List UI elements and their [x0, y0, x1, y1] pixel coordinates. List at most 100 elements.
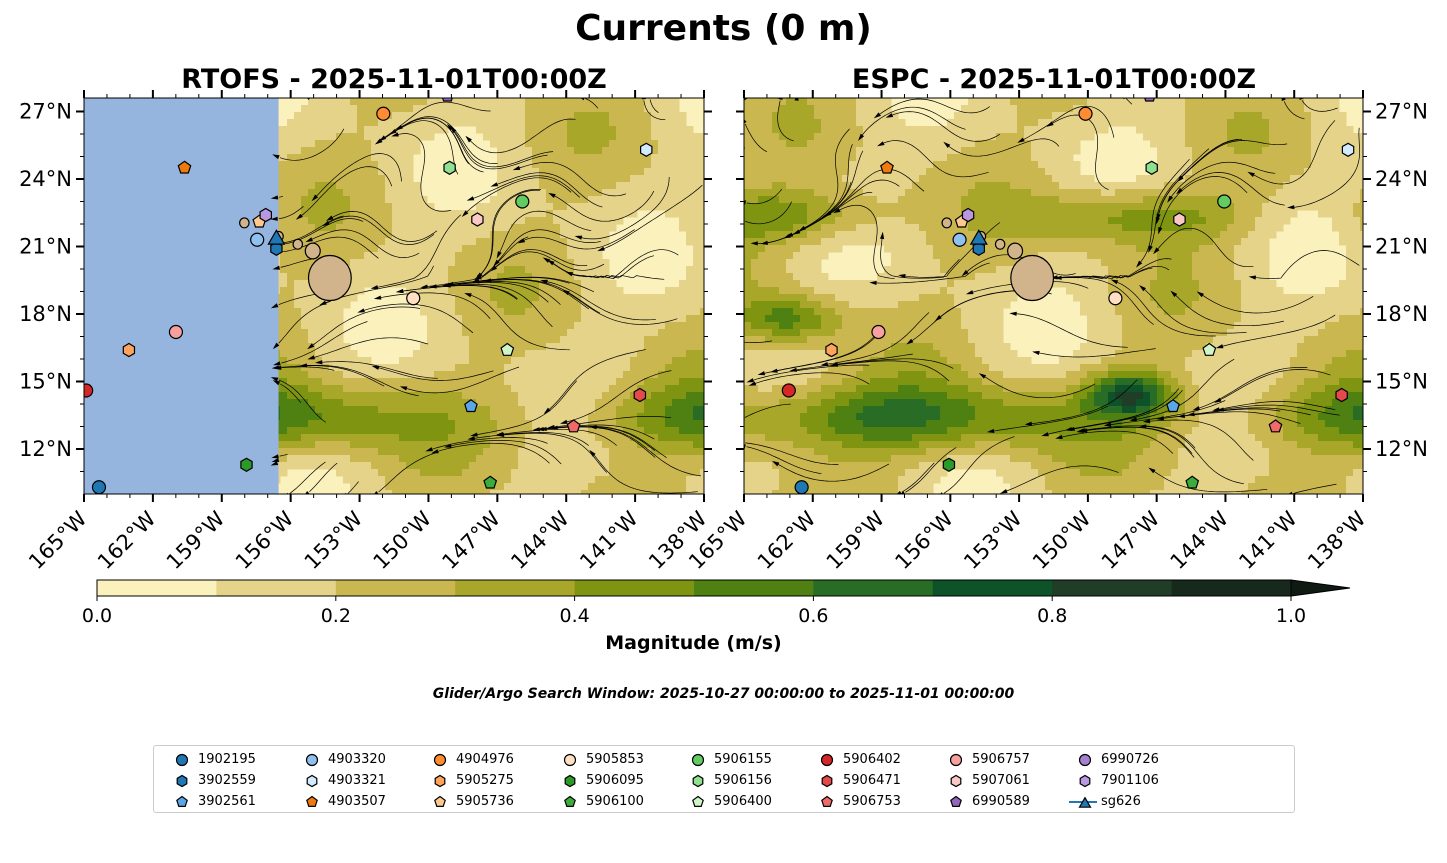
- legend-marker: [306, 774, 318, 788]
- float-5906753: [566, 419, 581, 433]
- float-5906471: [1335, 387, 1348, 403]
- legend-label: 6990726: [1101, 752, 1159, 767]
- legend-label: 4903321: [328, 773, 386, 788]
- island: [304, 242, 321, 260]
- colorbar-segment: [932, 580, 1053, 596]
- float-5906100: [1185, 475, 1200, 489]
- float-6990589: [1144, 98, 1155, 102]
- legend-marker: [305, 753, 319, 767]
- island: [307, 254, 352, 302]
- island: [239, 217, 250, 229]
- float-4903507: [880, 160, 894, 174]
- legend-label: 5906156: [714, 773, 772, 788]
- colorbar-segment: [1052, 580, 1173, 596]
- legend-marker-icon: [949, 753, 963, 767]
- colorbar-segment: [97, 580, 217, 596]
- legend-marker-icon: [564, 795, 576, 807]
- float-5905275: [825, 342, 838, 358]
- x-tick-label: 162°W: [93, 506, 161, 574]
- float-5906757: [168, 324, 184, 340]
- legend-label: 5906402: [843, 752, 901, 767]
- x-tick-label: 153°W: [959, 506, 1027, 574]
- legend-marker-icon: [306, 774, 318, 788]
- float-4903320: [250, 232, 265, 247]
- x-tick-label: 147°W: [1097, 506, 1165, 574]
- legend-marker-icon: [175, 753, 189, 767]
- float-6990589: [442, 98, 453, 102]
- legend-marker: [692, 795, 704, 807]
- rtofs-map-body: [84, 98, 704, 494]
- legend-marker-icon: [821, 774, 833, 788]
- colorbar-segment: [335, 580, 456, 596]
- float-5906156: [1145, 160, 1158, 175]
- panel-frame: [83, 97, 705, 495]
- legend-marker: [1078, 753, 1092, 767]
- legend: 1902195 3902559 3902561 4903320 4903321 49035…: [153, 745, 1295, 813]
- espc-map-body: [744, 98, 1363, 494]
- x-tick-label: 138°W: [1303, 506, 1371, 574]
- no-data-region: [84, 98, 279, 494]
- float-5906156: [443, 160, 456, 175]
- colorbar-tick-label: 1.0: [1276, 605, 1306, 627]
- colorbar-segment: [574, 580, 695, 596]
- legend-label: 5906400: [714, 794, 772, 809]
- legend-label: 1902195: [198, 752, 256, 767]
- legend-marker: [821, 795, 833, 807]
- glider-sg626: [969, 229, 988, 245]
- float-5905853: [406, 291, 421, 306]
- legend-label: sg626: [1101, 794, 1141, 809]
- legend-marker: [176, 795, 188, 807]
- legend-label: 5905853: [586, 752, 644, 767]
- float-1902195: [794, 480, 809, 494]
- island: [941, 217, 953, 229]
- colorbar-segment: [813, 580, 934, 596]
- colorbar-segment: [455, 580, 576, 596]
- y-tick-label: 24°N: [19, 167, 72, 191]
- float-4903321: [639, 142, 653, 157]
- legend-label: 7901106: [1101, 773, 1159, 788]
- legend-marker-icon: [1069, 796, 1097, 808]
- colorbar-label: Magnitude (m/s): [605, 632, 782, 654]
- y-tick-label: 15°N: [19, 370, 72, 394]
- espc-panel-title: ESPC - 2025-11-01T00:00Z: [851, 64, 1257, 95]
- float-4903507: [177, 160, 192, 174]
- float-3902561: [464, 399, 478, 413]
- float-5906095: [942, 457, 956, 472]
- legend-marker-icon: [692, 774, 704, 788]
- legend-marker: [949, 753, 963, 767]
- colorbar-tick-label: 0.0: [82, 605, 112, 627]
- x-tick-label: 141°W: [1234, 506, 1302, 574]
- float-4904976: [1078, 106, 1093, 121]
- legend-label: 3902561: [198, 794, 256, 809]
- float-5906402: [84, 383, 94, 398]
- float-5907061: [1173, 212, 1186, 227]
- float-5906400: [1202, 342, 1217, 356]
- legend-marker: [434, 774, 446, 788]
- float-5905275: [122, 342, 136, 358]
- legend-marker: [820, 753, 834, 767]
- x-tick-label: 141°W: [575, 506, 643, 574]
- y-tick-label: 15°N: [1375, 370, 1428, 394]
- float-markers: [84, 98, 653, 494]
- legend-marker-icon: [176, 795, 188, 807]
- y-tick-label: 21°N: [1375, 235, 1428, 259]
- x-tick-label: 159°W: [822, 506, 890, 574]
- float-5906402: [781, 383, 796, 398]
- float-6990726: [338, 98, 343, 99]
- float-markers: [781, 98, 1355, 494]
- legend-marker: [433, 753, 447, 767]
- colorbar-segment: [1171, 580, 1292, 596]
- x-tick-label: 150°W: [1028, 506, 1096, 574]
- legend-marker-icon: [1079, 774, 1091, 788]
- glider-sg626: [267, 229, 286, 245]
- legend-label: 5905736: [456, 794, 514, 809]
- legend-marker: [564, 774, 576, 788]
- x-tick-label: 144°W: [1166, 506, 1234, 574]
- legend-label: 4903507: [328, 794, 386, 809]
- legend-marker-icon: [434, 795, 446, 807]
- y-tick-label: 27°N: [1375, 100, 1428, 124]
- float-7901106: [259, 207, 272, 223]
- float-5906471: [633, 387, 647, 403]
- panel-frame: [743, 97, 1364, 495]
